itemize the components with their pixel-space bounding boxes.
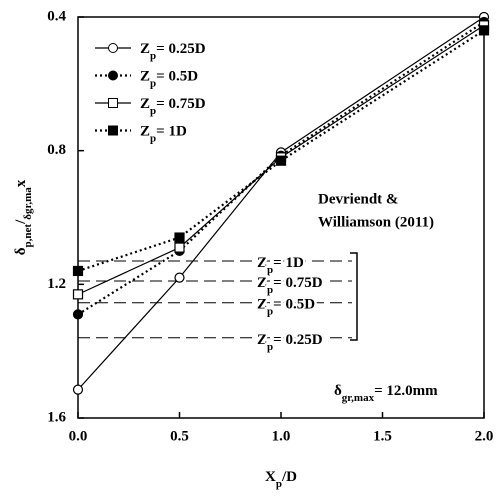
- bracket: [350, 252, 358, 341]
- y-tick-label: 1.2: [47, 276, 66, 292]
- reference-label: Zp= 0.25D: [257, 332, 323, 352]
- legend-label: Zp= 1D: [140, 124, 187, 144]
- series-line: [77, 21, 485, 316]
- data-point: [478, 25, 490, 36]
- legend-label: Zp= 0.5D: [140, 69, 198, 89]
- data-point: [174, 242, 185, 253]
- legend-label: Zp= 0.25D: [140, 41, 206, 61]
- x-axis-label: Xp/D: [265, 469, 297, 489]
- y-tick-label: 0.4: [47, 8, 66, 24]
- data-point: [72, 289, 84, 300]
- legend-marker: [108, 70, 118, 81]
- annotation: Williamson (2011): [318, 214, 434, 230]
- x-tick-label: 2.0: [475, 428, 494, 444]
- reference-label: Zp= 0.75D: [257, 275, 323, 295]
- legend-label: Zp= 0.75D: [140, 96, 206, 116]
- reference-label: Zp= 0.5D: [257, 297, 315, 317]
- y-tick-label: 0.8: [47, 142, 66, 158]
- data-point: [275, 155, 287, 166]
- data-point: [174, 232, 185, 243]
- series-line: [77, 16, 485, 390]
- data-point: [72, 309, 84, 320]
- data-point: [72, 384, 84, 395]
- x-tick-label: 1.5: [373, 428, 392, 444]
- legend-marker: [108, 98, 118, 108]
- reference-label: Zp= 1D: [257, 255, 304, 275]
- x-tick-label: 0.0: [69, 428, 88, 444]
- y-axis-label: δp,net/δgr,max: [13, 179, 33, 255]
- series-line: [77, 29, 485, 273]
- legend-marker: [108, 125, 118, 136]
- series-line: [77, 24, 485, 295]
- annotation: δgr,max= 12.0mm: [334, 383, 438, 403]
- data-point: [174, 272, 185, 283]
- x-tick-label: 1.0: [272, 428, 291, 444]
- y-tick-label: 1.6: [47, 409, 66, 425]
- x-tick-label: 0.5: [170, 428, 189, 444]
- annotation: Devriendt &: [318, 191, 398, 207]
- legend-marker: [108, 43, 118, 53]
- data-point: [72, 265, 84, 277]
